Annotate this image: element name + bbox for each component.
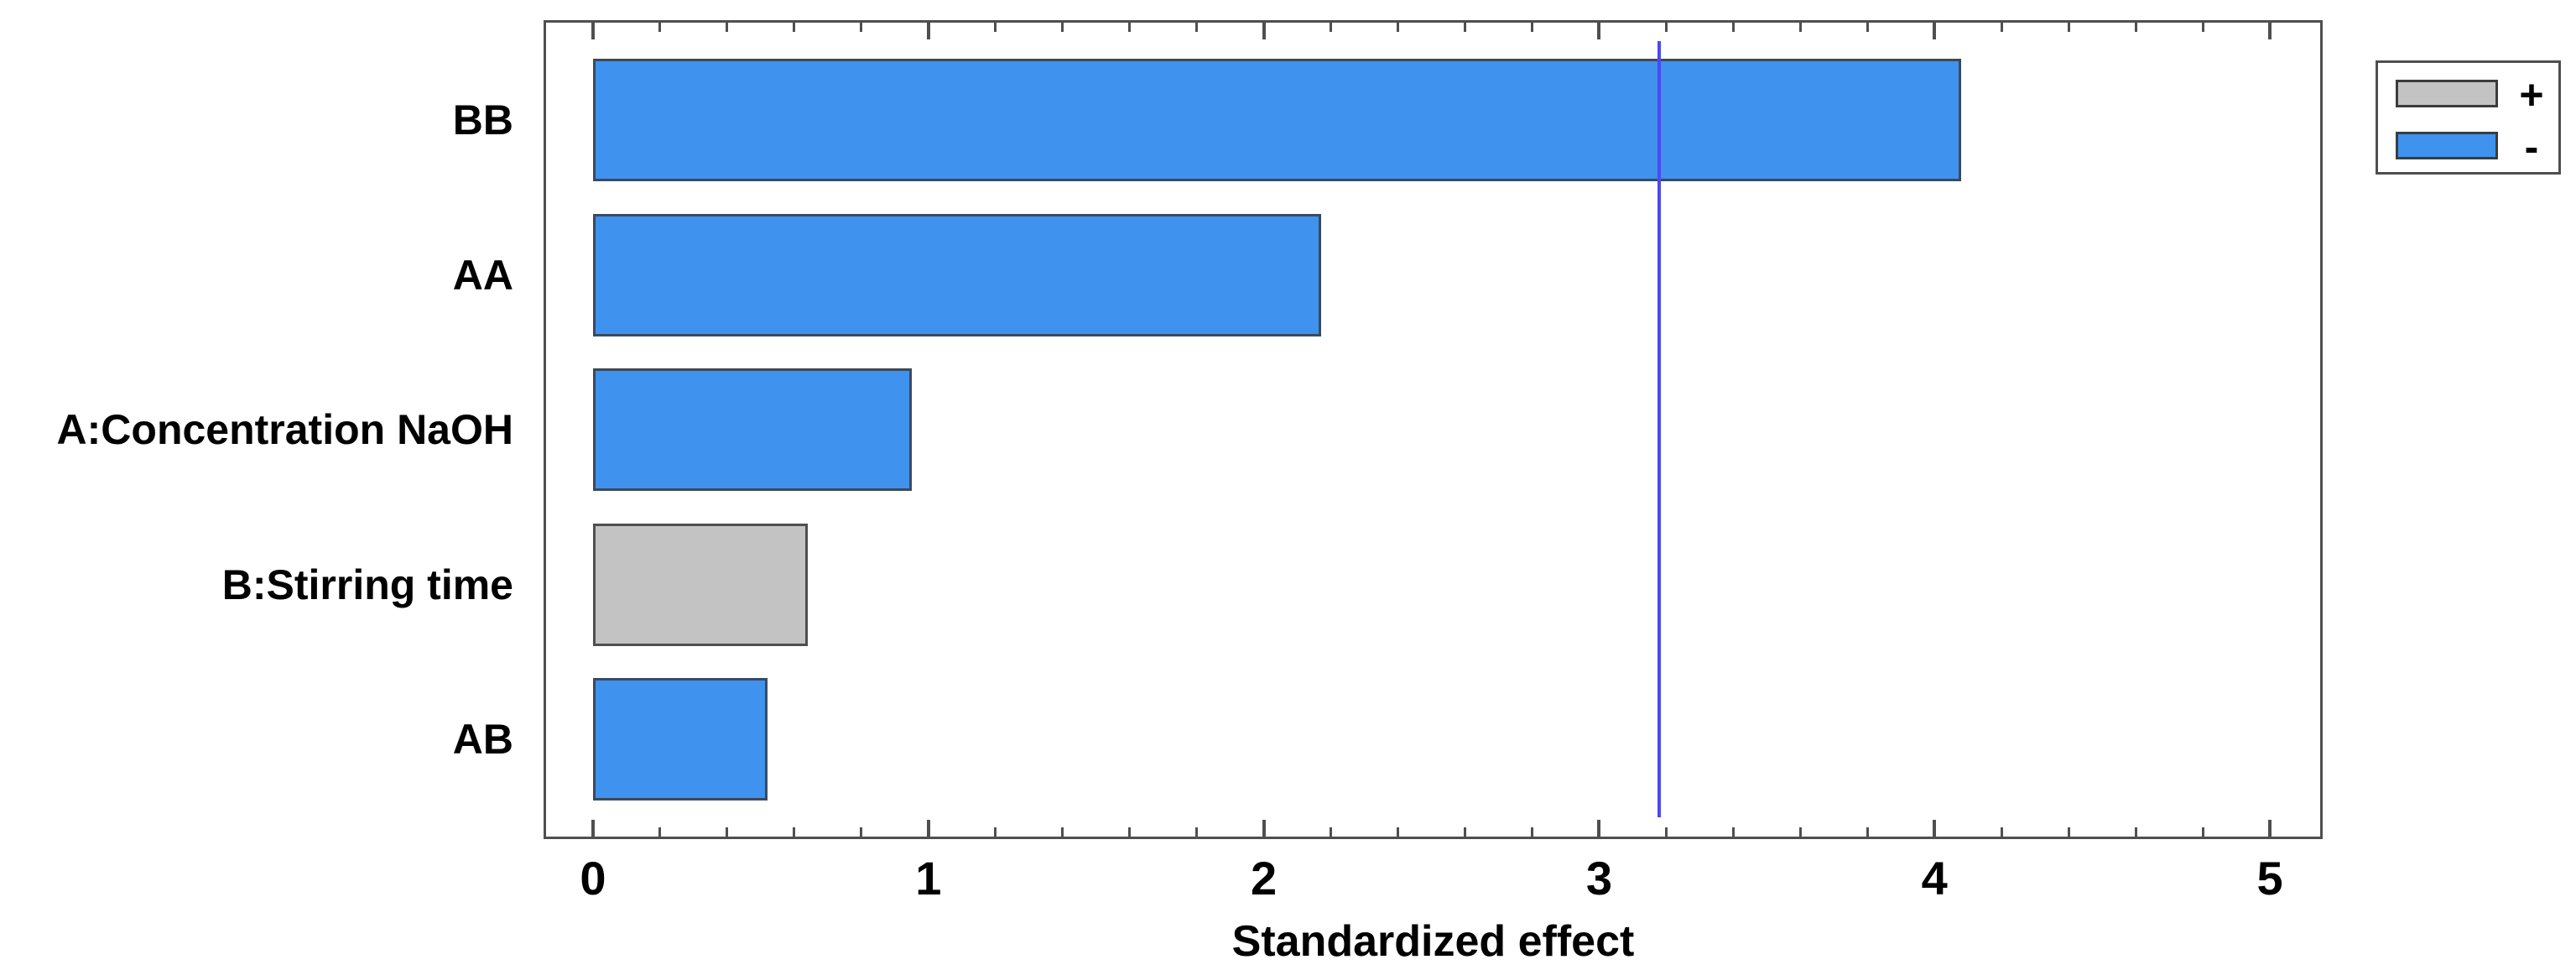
minor-tick-top <box>994 23 997 32</box>
category-label-BB: BB <box>452 96 513 143</box>
category-label-B-Stirring-time: B:Stirring time <box>221 561 513 608</box>
minor-tick-top <box>1463 23 1466 32</box>
legend-swatch-negative <box>2396 132 2498 159</box>
minor-tick-top <box>1128 23 1132 32</box>
legend-item-negative: - <box>2378 123 2558 170</box>
bar-A-Concentration-NaOH <box>592 368 912 491</box>
minor-tick-bottom <box>1731 827 1735 837</box>
category-label-AB: AB <box>452 716 513 763</box>
major-tick-top <box>2268 23 2272 39</box>
minor-tick-top <box>1664 23 1668 32</box>
major-tick-bottom <box>926 820 930 837</box>
bar-B-Stirring-time <box>592 523 808 646</box>
minor-tick-bottom <box>1195 827 1199 837</box>
minor-tick-bottom <box>1798 827 1802 837</box>
legend-swatch-positive <box>2396 80 2498 107</box>
minor-tick-bottom <box>658 827 662 837</box>
minor-tick-top <box>658 23 662 32</box>
minor-tick-bottom <box>1463 827 1466 837</box>
major-tick-top <box>1933 23 1937 39</box>
minor-tick-bottom <box>1397 827 1400 837</box>
major-tick-top <box>591 23 595 39</box>
minor-tick-top <box>1530 23 1533 32</box>
x-tick-label-1: 1 <box>915 852 942 905</box>
plot-area <box>544 20 2323 839</box>
major-tick-top <box>1262 23 1266 39</box>
critical-value-line <box>1657 41 1662 817</box>
major-tick-bottom <box>1597 820 1601 837</box>
minor-tick-bottom <box>2201 827 2204 837</box>
minor-tick-top <box>1330 23 1333 32</box>
minor-tick-bottom <box>2067 827 2070 837</box>
minor-tick-bottom <box>994 827 997 837</box>
minor-tick-top <box>2134 23 2137 32</box>
legend-item-positive: + <box>2378 71 2558 118</box>
minor-tick-top <box>1195 23 1199 32</box>
x-tick-label-2: 2 <box>1251 852 1278 905</box>
minor-tick-top <box>1731 23 1735 32</box>
major-tick-bottom <box>591 820 595 837</box>
minor-tick-top <box>1397 23 1400 32</box>
category-label-A-Concentration-NaOH: A:Concentration NaOH <box>56 406 513 453</box>
minor-tick-bottom <box>2134 827 2137 837</box>
minor-tick-bottom <box>1128 827 1132 837</box>
minor-tick-top <box>793 23 796 32</box>
minor-tick-top <box>2000 23 2003 32</box>
minor-tick-top <box>2201 23 2204 32</box>
minor-tick-top <box>726 23 729 32</box>
minor-tick-bottom <box>1866 827 1869 837</box>
minor-tick-bottom <box>860 827 863 837</box>
x-tick-label-3: 3 <box>1585 852 1612 905</box>
legend-label-negative: - <box>2524 123 2539 170</box>
legend: + - <box>2376 60 2561 175</box>
minor-tick-bottom <box>1330 827 1333 837</box>
x-axis-title: Standardized effect <box>1231 917 1635 966</box>
x-tick-label-0: 0 <box>580 852 606 905</box>
minor-tick-bottom <box>793 827 796 837</box>
bar-AA <box>592 213 1321 336</box>
major-tick-top <box>926 23 930 39</box>
bar-BB <box>592 59 1962 181</box>
minor-tick-top <box>1866 23 1869 32</box>
major-tick-top <box>1597 23 1601 39</box>
minor-tick-top <box>2067 23 2070 32</box>
minor-tick-bottom <box>1664 827 1668 837</box>
x-tick-label-4: 4 <box>1921 852 1948 905</box>
minor-tick-top <box>1798 23 1802 32</box>
x-tick-label-5: 5 <box>2256 852 2283 905</box>
major-tick-bottom <box>1262 820 1266 837</box>
category-label-AA: AA <box>452 251 513 299</box>
minor-tick-bottom <box>1530 827 1533 837</box>
bar-AB <box>592 678 768 801</box>
legend-label-positive: + <box>2519 71 2544 118</box>
minor-tick-top <box>860 23 863 32</box>
minor-tick-bottom <box>726 827 729 837</box>
major-tick-bottom <box>1933 820 1937 837</box>
minor-tick-bottom <box>1061 827 1064 837</box>
minor-tick-top <box>1061 23 1064 32</box>
minor-tick-bottom <box>2000 827 2003 837</box>
major-tick-bottom <box>2268 820 2272 837</box>
